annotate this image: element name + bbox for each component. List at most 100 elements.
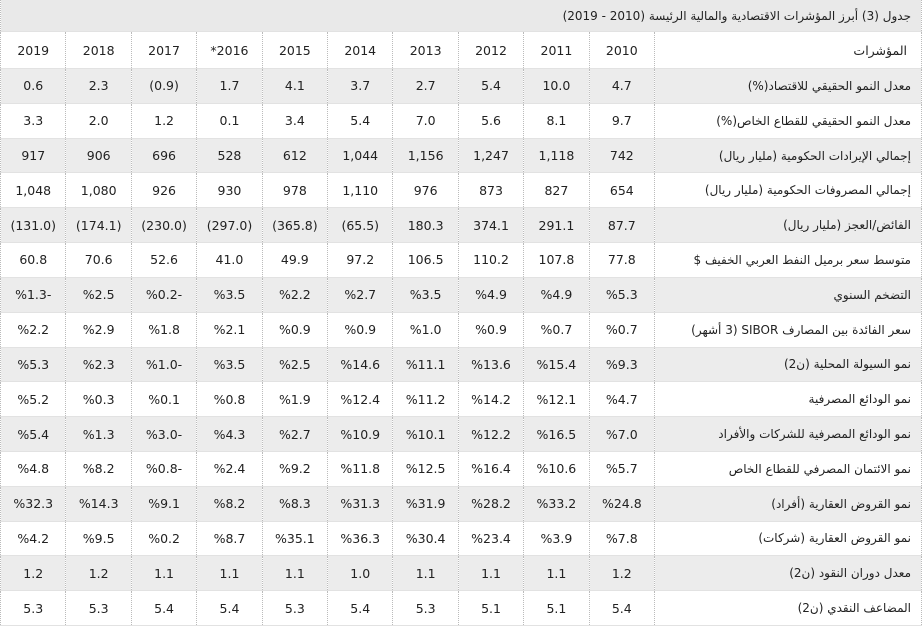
year-header: 2017 (130, 31, 198, 69)
cell-value: 10.0 (523, 68, 590, 104)
cell-value: %5.3 (588, 277, 656, 313)
cell-value: 1,080 (65, 172, 132, 209)
cell-value: 41.0 (196, 242, 263, 278)
cell-value: (365.8) (261, 207, 329, 244)
cell-value: %30.4 (392, 521, 459, 557)
indicator-name: المضاعف النقدي (ن2) (654, 590, 922, 626)
year-header: 2012 (457, 31, 525, 69)
cell-value: 8.1 (523, 103, 590, 139)
cell-value: %1.3- (0, 277, 67, 313)
cell-value: %1.0- (130, 347, 198, 383)
table-row: سعر الفائدة بين المصارف SIBOR (3 أشهر) %0… (0, 312, 922, 348)
cell-value: %14.6 (327, 347, 394, 383)
cell-value: %12.1 (523, 381, 590, 418)
cell-value: 87.7 (588, 207, 656, 244)
cell-value: 60.8 (0, 242, 67, 278)
indicator-header: المؤشرات (654, 31, 922, 69)
table-row: التضخم السنوي %5.3 %4.9 %4.9 %3.5 %2.7 %2.2 %3.… (0, 277, 922, 313)
cell-value: 930 (196, 172, 263, 209)
cell-value: %1.9 (261, 381, 329, 418)
cell-value: (0.9) (130, 68, 198, 104)
cell-value: %1.0 (392, 312, 459, 348)
cell-value: %2.5 (65, 277, 132, 313)
cell-value: 5.4 (327, 590, 394, 626)
cell-value: 180.3 (392, 207, 459, 244)
cell-value: %3.5 (196, 347, 263, 383)
indicator-name: نمو الودائع المصرفية للشركات والأفراد (654, 416, 922, 452)
cell-value: %11.8 (327, 451, 394, 487)
indicator-name: معدل النمو الحقيقي للقطاع الخاص(%) (654, 103, 922, 139)
cell-value: %7.0 (588, 416, 656, 452)
cell-value: 696 (130, 138, 198, 174)
table-body: معدل النمو الحقيقي للاقتصاد(%) 4.7 10.0 5.4… (0, 68, 922, 626)
cell-value: %3.9 (523, 521, 590, 557)
cell-value: 5.3 (392, 590, 459, 626)
cell-value: %3.5 (196, 277, 263, 313)
cell-value: 1,247 (457, 138, 525, 174)
cell-value: 2.3 (65, 68, 132, 104)
cell-value: %4.8 (0, 451, 67, 487)
cell-value: 1.2 (0, 555, 67, 592)
indicator-name: نمو الودائع المصرفية (654, 381, 922, 418)
indicator-name: نمو السيولة المحلية (ن2) (654, 347, 922, 383)
cell-value: %2.7 (261, 416, 329, 452)
cell-value: %0.8 (196, 381, 263, 418)
table-row: نمو السيولة المحلية (ن2) %9.3 %15.4 %13.6 %1… (0, 347, 922, 383)
cell-value: 1.1 (523, 555, 590, 592)
cell-value: %3.5 (392, 277, 459, 313)
cell-value: (230.0) (130, 207, 198, 244)
cell-value: %4.9 (523, 277, 590, 313)
table-row: إجمالي الإيرادات الحكومية (مليار ريال) 74… (0, 138, 922, 174)
cell-value: 107.8 (523, 242, 590, 278)
cell-value: 0.1 (196, 103, 263, 139)
cell-value: %0.3 (65, 381, 132, 418)
cell-value: %4.9 (457, 277, 525, 313)
cell-value: %36.3 (327, 521, 394, 557)
cell-value: %2.5 (261, 347, 329, 383)
indicator-name: الفائض/العجز (مليار ريال) (654, 207, 922, 244)
year-header: 2014 (327, 31, 394, 69)
cell-value: 1.1 (196, 555, 263, 592)
cell-value: %15.4 (523, 347, 590, 383)
cell-value: %35.1 (261, 521, 329, 557)
cell-value: 1.1 (130, 555, 198, 592)
cell-value: 3.3 (0, 103, 67, 139)
cell-value: %0.9 (261, 312, 329, 348)
cell-value: 49.9 (261, 242, 329, 278)
cell-value: 3.4 (261, 103, 329, 139)
cell-value: 1,110 (327, 172, 394, 209)
cell-value: (131.0) (0, 207, 67, 244)
cell-value: %16.4 (457, 451, 525, 487)
table-row: نمو الودائع المصرفية للشركات والأفراد %7.… (0, 416, 922, 452)
cell-value: %0.2 (130, 521, 198, 557)
cell-value: 1,048 (0, 172, 67, 209)
cell-value: 9.7 (588, 103, 656, 139)
cell-value: %0.7 (523, 312, 590, 348)
cell-value: %32.3 (0, 486, 67, 522)
cell-value: %2.2 (261, 277, 329, 313)
table-row: نمو القروض العقارية (أفراد) %24.8 %33.2 %28… (0, 486, 922, 522)
cell-value: %14.3 (65, 486, 132, 522)
cell-value: 5.6 (457, 103, 525, 139)
cell-value: %7.8 (588, 521, 656, 557)
cell-value: %0.1 (130, 381, 198, 418)
cell-value: %2.3 (65, 347, 132, 383)
indicator-name: إجمالي المصروفات الحكومية (مليار ريال) (654, 172, 922, 209)
cell-value: 106.5 (392, 242, 459, 278)
cell-value: %28.2 (457, 486, 525, 522)
cell-value: 976 (392, 172, 459, 209)
cell-value: 978 (261, 172, 329, 209)
cell-value: %4.3 (196, 416, 263, 452)
cell-value: 52.6 (130, 242, 198, 278)
table-row: نمو القروض العقارية (شركات) %7.8 %3.9 %23.4… (0, 521, 922, 557)
year-header: 2013 (392, 31, 459, 69)
cell-value: %3.0- (130, 416, 198, 452)
cell-value: %1.3 (65, 416, 132, 452)
cell-value: %2.9 (65, 312, 132, 348)
cell-value: 5.4 (130, 590, 198, 626)
cell-value: 2.0 (65, 103, 132, 139)
cell-value: 528 (196, 138, 263, 174)
indicator-name: نمو القروض العقارية (شركات) (654, 521, 922, 557)
cell-value: %5.3 (0, 347, 67, 383)
